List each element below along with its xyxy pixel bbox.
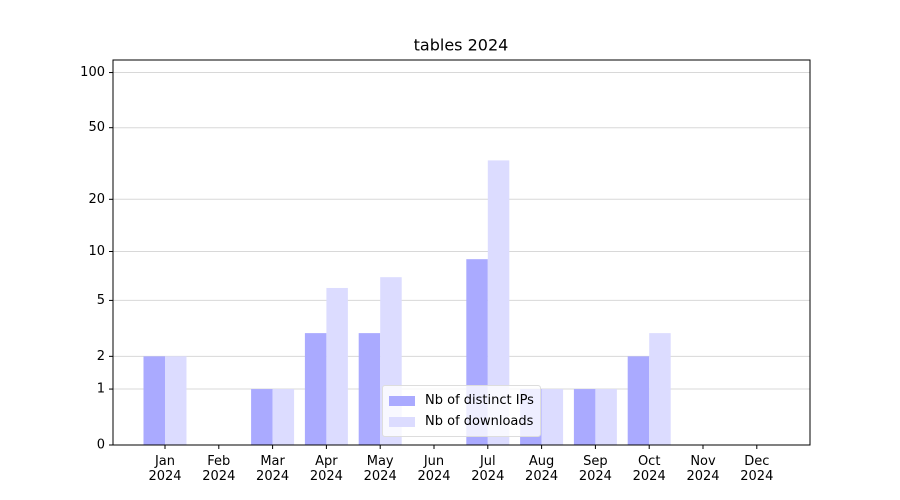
x-tick-label: Jul 2024 bbox=[471, 454, 505, 484]
x-tick-label: Oct 2024 bbox=[632, 454, 666, 484]
x-tick-label: Sep 2024 bbox=[578, 454, 612, 484]
x-tick-label: Jun 2024 bbox=[417, 454, 451, 484]
bar bbox=[272, 389, 295, 445]
legend-swatch bbox=[389, 395, 415, 406]
legend-label: Nb of downloads bbox=[425, 414, 534, 429]
y-tick-label: 10 bbox=[88, 244, 105, 259]
y-tick-label: 1 bbox=[97, 382, 105, 397]
bar bbox=[326, 287, 348, 445]
bar bbox=[358, 333, 381, 445]
bar bbox=[487, 160, 510, 445]
bar bbox=[573, 389, 596, 445]
legend-item: Nb of distinct IPs bbox=[389, 390, 534, 411]
y-tick-label: 0 bbox=[97, 438, 105, 453]
bar bbox=[251, 389, 273, 445]
bar bbox=[165, 356, 187, 445]
y-tick-label: 100 bbox=[80, 65, 105, 80]
x-tick-label: Feb 2024 bbox=[202, 454, 236, 484]
legend-label: Nb of distinct IPs bbox=[425, 393, 534, 408]
bar bbox=[649, 333, 671, 445]
bar bbox=[595, 389, 617, 445]
bar bbox=[627, 356, 650, 445]
x-tick-label: Aug 2024 bbox=[525, 454, 559, 484]
bar bbox=[541, 389, 564, 445]
legend-swatch bbox=[389, 416, 415, 427]
bar bbox=[304, 333, 327, 445]
chart-title: tables 2024 bbox=[414, 36, 509, 55]
x-tick-label: Apr 2024 bbox=[309, 454, 343, 484]
bar bbox=[143, 356, 165, 445]
x-tick-label: Mar 2024 bbox=[256, 454, 290, 484]
legend: Nb of distinct IPs Nb of downloads bbox=[382, 385, 541, 437]
x-tick-label: Jan 2024 bbox=[148, 454, 182, 484]
y-tick-label: 2 bbox=[97, 349, 105, 364]
y-tick-label: 50 bbox=[88, 120, 105, 135]
x-tick-label: May 2024 bbox=[363, 454, 397, 484]
x-tick-label: Nov 2024 bbox=[686, 454, 720, 484]
legend-item: Nb of downloads bbox=[389, 411, 534, 432]
y-tick-label: 5 bbox=[97, 293, 105, 308]
x-tick-label: Dec 2024 bbox=[740, 454, 774, 484]
y-tick-label: 20 bbox=[88, 192, 105, 207]
plot-frame bbox=[112, 59, 811, 446]
